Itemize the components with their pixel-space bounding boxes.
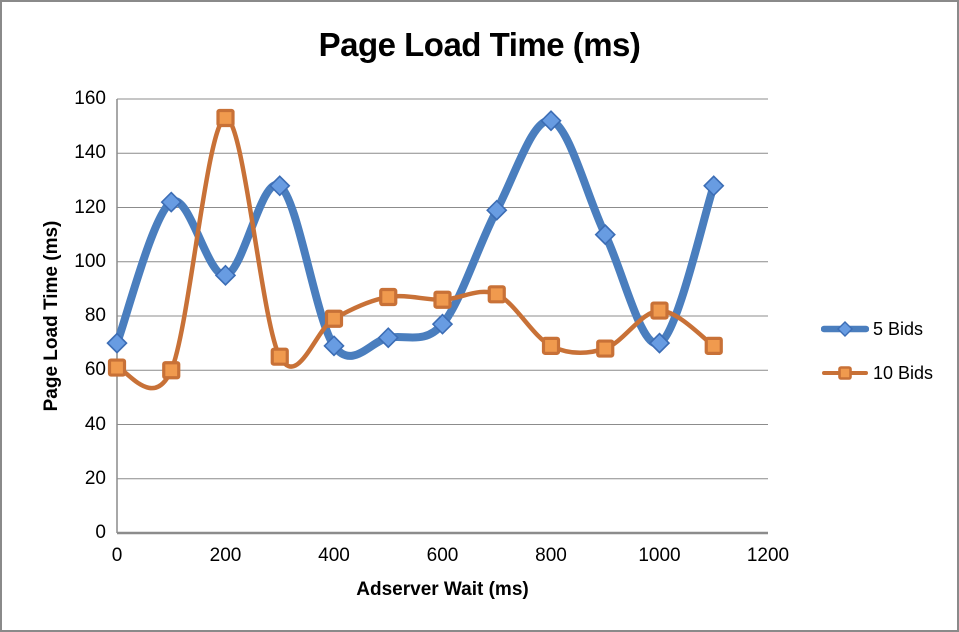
x-axis-tick-labels: 0 200 400 600 800 1000 1200 — [2, 545, 957, 569]
data-marker-5-bids — [540, 110, 562, 132]
chart-title: Page Load Time (ms) — [318, 26, 641, 63]
y-tick-label: 160 — [74, 88, 106, 109]
data-marker-10-bids — [704, 336, 723, 355]
x-tick-label: 600 — [426, 545, 459, 566]
legend: 5 Bids 10 Bids — [821, 319, 933, 383]
data-marker-5-bids — [648, 332, 671, 354]
legend-label-5-bids: 5 Bids — [873, 318, 924, 339]
data-marker-5-bids — [703, 175, 725, 197]
data-marker-5-bids — [323, 335, 345, 357]
x-tick-label: 0 — [111, 545, 123, 566]
x-tick-label: 800 — [535, 545, 567, 566]
data-marker-10-bids — [487, 285, 506, 304]
data-marker-5-bids — [106, 332, 128, 354]
series-line-5-bids — [113, 116, 718, 360]
y-tick-label: 80 — [84, 305, 106, 326]
data-marker-10-bids — [216, 108, 235, 128]
data-marker-10-bids — [379, 287, 398, 307]
data-marker-10-bids — [270, 347, 289, 366]
y-tick-label: 40 — [84, 413, 106, 435]
data-marker-5-bids — [269, 175, 291, 197]
data-marker-10-bids — [107, 358, 127, 377]
data-marker-10-bids — [650, 301, 669, 320]
y-axis-title: Page Load Time (ms) — [41, 220, 62, 412]
data-marker-5-bids — [594, 223, 616, 246]
legend-swatch-10-bids-line-square-icon — [822, 366, 868, 380]
y-tick-label: 140 — [74, 142, 106, 164]
y-tick-label: 120 — [74, 196, 106, 218]
x-tick-label: 200 — [209, 545, 242, 566]
x-tick-label: 400 — [318, 545, 350, 566]
legend-swatch-5-bids-line-diamond-icon — [821, 321, 869, 337]
data-marker-10-bids — [162, 361, 181, 380]
data-marker-5-bids — [377, 327, 399, 349]
data-marker-10-bids — [596, 339, 615, 358]
x-axis-title: Adserver Wait (ms) — [356, 579, 529, 600]
data-marker-5-bids — [486, 199, 508, 221]
data-marker-5-bids — [431, 313, 454, 335]
legend-marker-5-bids — [837, 321, 853, 337]
legend-marker-10-bids — [838, 366, 852, 380]
data-marker-10-bids — [541, 336, 561, 355]
y-tick-label: 100 — [74, 250, 106, 272]
legend-item-5-bids: 5 Bids — [821, 319, 933, 339]
legend-label-10-bids: 10 Bids — [873, 362, 934, 383]
data-marker-10-bids — [433, 290, 452, 309]
y-tick-label: 60 — [84, 359, 106, 381]
data-marker-5-bids — [214, 264, 237, 286]
x-tick-label: 1000 — [638, 545, 681, 566]
legend-item-10-bids: 10 Bids — [821, 363, 933, 383]
x-tick-label: 1200 — [746, 545, 790, 566]
y-axis-tick-labels: 0 20 40 60 80 100 120 140 160 — [2, 2, 106, 630]
y-tick-label: 0 — [95, 522, 106, 543]
data-marker-10-bids — [324, 309, 344, 328]
y-tick-label: 20 — [84, 467, 106, 489]
data-marker-5-bids — [160, 191, 182, 213]
